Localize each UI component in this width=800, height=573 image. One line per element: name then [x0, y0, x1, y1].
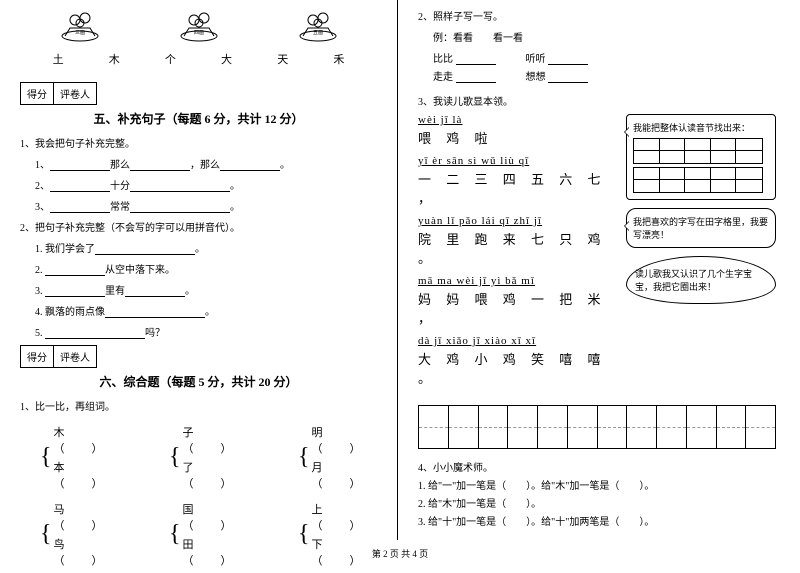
flower-pot: 五画 — [293, 8, 343, 43]
section-6-title: 六、综合题（每题 5 分，共计 20 分） — [20, 373, 377, 390]
fill-line[interactable]: 2、十分。 — [35, 177, 377, 192]
example-text: 例：看看 看一看 — [433, 29, 776, 44]
song-lyrics: wèi jī là 喂 鸡 啦 yī èr sān sì wǔ liù qī 一… — [418, 114, 618, 395]
flower-pot: 三画 — [55, 8, 105, 43]
pinyin-line: yī èr sān sì wǔ liù qī — [418, 155, 618, 167]
question-text: 1、我会把句子补充完整。 — [20, 135, 377, 150]
svg-text:四画: 四画 — [193, 30, 203, 36]
brace-row: {木（ ）本（ ） {子（ ）了（ ） {明（ ）月（ ） — [20, 419, 377, 496]
word-pair[interactable]: 明（ ） — [312, 424, 377, 456]
char: 木 — [109, 51, 120, 67]
char-line: 大 鸡 小 鸡 笑 嘻 嘻 。 — [418, 349, 618, 387]
word-pair[interactable]: 木（ ） — [54, 424, 119, 456]
magic-line[interactable]: 1. 给"一"加一笔是（ ）。给"木"加一笔是（ ）。 — [418, 477, 776, 492]
speech-bubble-1: 我能把整体认读音节找出来： — [626, 114, 776, 200]
section-5-title: 五、补充句子（每题 6 分，共计 12 分） — [20, 110, 377, 127]
char: 个 — [165, 51, 176, 67]
score-label: 得分 — [21, 83, 54, 104]
svg-text:五画: 五画 — [312, 30, 322, 36]
fill-line[interactable]: 2. 从空中落下来。 — [35, 261, 377, 276]
page-footer: 第 2 页 共 4 页 — [0, 547, 800, 560]
char-line: 妈 妈 喂 鸡 一 把 米 ， — [418, 289, 618, 327]
grader-label: 评卷人 — [54, 346, 96, 367]
svg-text:三画: 三画 — [74, 30, 84, 36]
pinyin-line: dà jī xiǎo jī xiào xī xī — [418, 335, 618, 347]
fill-line[interactable]: 4. 飘落的雨点像。 — [35, 303, 377, 318]
score-label: 得分 — [21, 346, 54, 367]
fill-row[interactable]: 走走 想想 — [433, 68, 776, 83]
pinyin-line: yuàn lǐ pǎo lái qī zhī jī — [418, 215, 618, 227]
char-line: 院 里 跑 来 七 只 鸡 。 — [418, 229, 618, 267]
question-3-title: 3、我读儿歌显本领。 — [418, 93, 776, 108]
word-pair[interactable]: 马（ ） — [54, 501, 119, 533]
magic-line[interactable]: 2. 给"木"加一笔是（ ）。 — [418, 495, 776, 510]
question-text: 1、比一比，再组词。 — [20, 398, 377, 413]
flower-pots-row: 三画 四画 五画 — [20, 8, 377, 43]
word-pair[interactable]: 上（ ） — [312, 501, 377, 533]
pinyin-line: wèi jī là — [418, 114, 618, 126]
word-pair[interactable]: 国（ ） — [183, 501, 248, 533]
char-line: 喂 鸡 啦 — [418, 128, 618, 147]
fill-line[interactable]: 1. 我们学会了。 — [35, 240, 377, 255]
question-4-title: 4、小小魔术师。 — [418, 459, 776, 474]
fill-line[interactable]: 3. 里有。 — [35, 282, 377, 297]
brace-row: {马（ ）鸟（ ） {国（ ）田（ ） {上（ ）下（ ） — [20, 496, 377, 573]
speech-bubble-3: 读儿歌我又认识了几个生字宝宝，我把它圈出来！ — [626, 256, 776, 304]
pinyin-line: mā ma wèi jī yì bǎ mǐ — [418, 275, 618, 287]
mini-answer-grid[interactable] — [633, 138, 763, 164]
char: 天 — [277, 51, 288, 67]
fill-row[interactable]: 比比 听听 — [433, 50, 776, 65]
fill-line[interactable]: 3、常常。 — [35, 198, 377, 213]
char-line: 一 二 三 四 五 六 七 ， — [418, 169, 618, 207]
score-box: 得分 评卷人 — [20, 345, 97, 368]
word-pair[interactable]: 月（ ） — [312, 459, 377, 491]
grader-label: 评卷人 — [54, 83, 96, 104]
mini-answer-grid[interactable] — [633, 167, 763, 193]
char: 土 — [53, 51, 64, 67]
score-box: 得分 评卷人 — [20, 82, 97, 105]
fill-line[interactable]: 1、那么，那么。 — [35, 156, 377, 171]
char: 大 — [221, 51, 232, 67]
char: 禾 — [333, 51, 344, 67]
magic-line[interactable]: 3. 给"十"加一笔是（ ）。给"十"加两笔是（ ）。 — [418, 513, 776, 528]
word-pair[interactable]: 子（ ） — [183, 424, 248, 456]
question-text: 2、把句子补充完整（不会写的字可以用拼音代）。 — [20, 219, 377, 234]
writing-grid[interactable] — [418, 405, 776, 449]
speech-bubble-2: 我把喜欢的字写在田字格里，我要写漂亮！ — [626, 208, 776, 248]
character-row: 土 木 个 大 天 禾 — [20, 51, 377, 67]
word-pair[interactable]: 了（ ） — [183, 459, 248, 491]
question-2-title: 2、照样子写一写。 — [418, 8, 776, 23]
flower-pot: 四画 — [174, 8, 224, 43]
word-pair[interactable]: 本（ ） — [54, 459, 119, 491]
fill-line[interactable]: 5. 吗？ — [35, 324, 377, 339]
